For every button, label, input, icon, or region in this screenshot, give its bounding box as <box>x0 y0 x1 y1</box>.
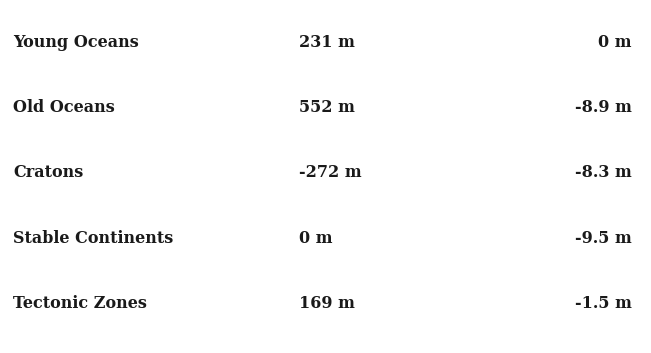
Text: 169 m: 169 m <box>299 295 355 312</box>
Text: Cratons: Cratons <box>13 164 83 181</box>
Text: Stable Continents: Stable Continents <box>13 230 173 247</box>
Text: -8.3 m: -8.3 m <box>575 164 631 181</box>
Text: 231 m: 231 m <box>299 34 355 51</box>
Text: 0 m: 0 m <box>598 34 631 51</box>
Text: -8.9 m: -8.9 m <box>575 99 631 116</box>
Text: -272 m: -272 m <box>299 164 362 181</box>
Text: Young Oceans: Young Oceans <box>13 34 139 51</box>
Text: -9.5 m: -9.5 m <box>575 230 631 247</box>
Text: 552 m: 552 m <box>299 99 355 116</box>
Text: 0 m: 0 m <box>299 230 333 247</box>
Text: -1.5 m: -1.5 m <box>575 295 631 312</box>
Text: Tectonic Zones: Tectonic Zones <box>13 295 147 312</box>
Text: Old Oceans: Old Oceans <box>13 99 115 116</box>
